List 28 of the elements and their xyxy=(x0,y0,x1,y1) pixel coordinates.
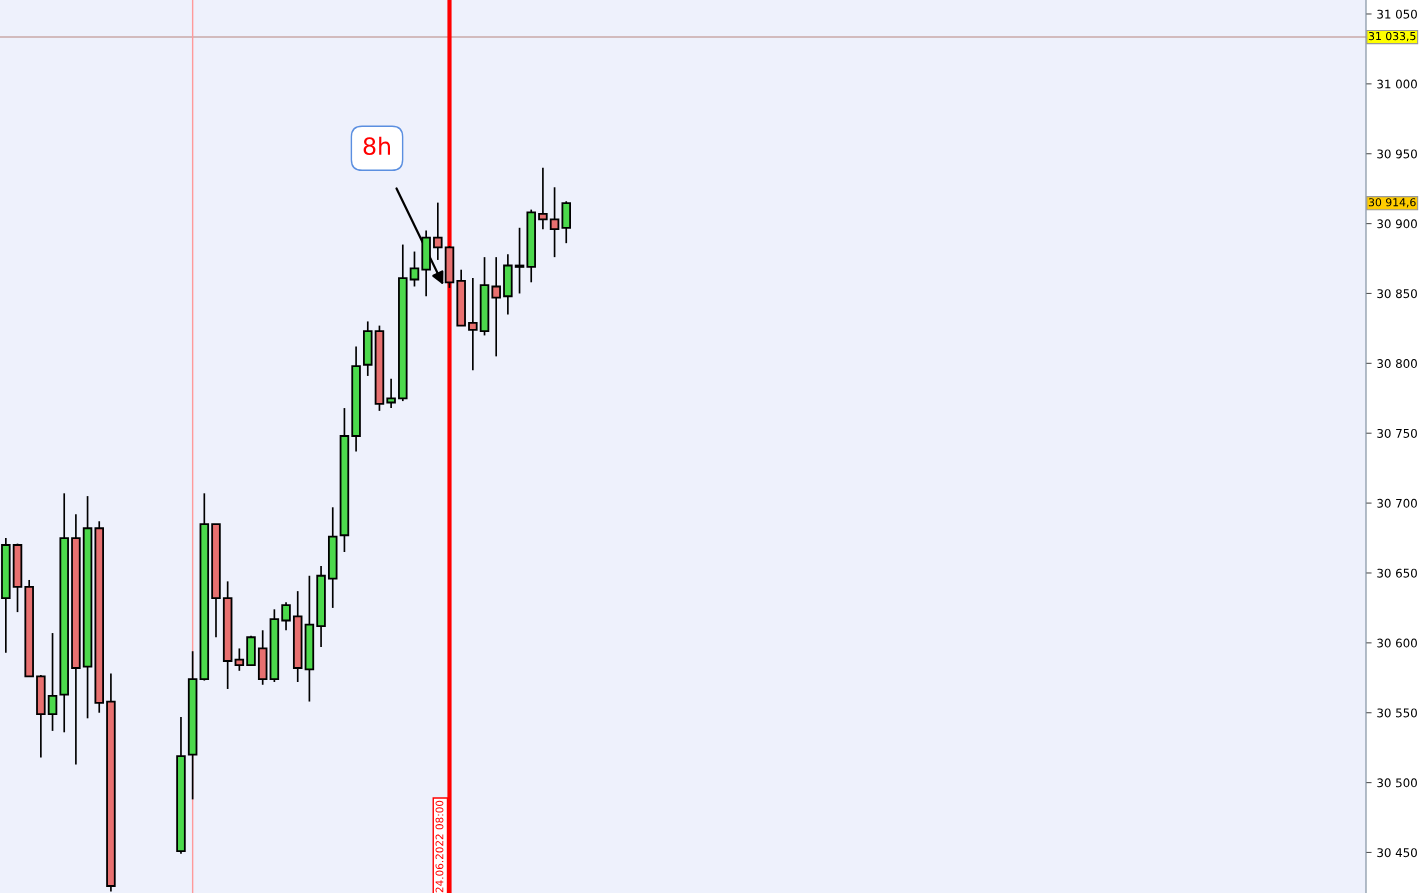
y-tick-label: 30 700 xyxy=(1377,498,1417,508)
y-tick-label: 30 950 xyxy=(1377,149,1417,159)
candlestick xyxy=(468,277,478,372)
candlestick xyxy=(386,377,396,409)
annotation: 8h xyxy=(363,136,391,156)
candlestick xyxy=(281,601,291,632)
y-tick-label: 31 050 xyxy=(1377,9,1417,19)
candlestick xyxy=(549,186,560,258)
candlestick xyxy=(47,632,58,732)
y-tick-label: 30 850 xyxy=(1377,289,1417,299)
y-tick-label: 30 650 xyxy=(1377,568,1417,578)
candlestick xyxy=(491,256,501,358)
annotation: 24.06.2022 08:00 xyxy=(435,800,444,893)
y-tick-label: 30 750 xyxy=(1377,428,1417,438)
candlestick xyxy=(409,250,420,288)
y-tick-label: 30 500 xyxy=(1377,778,1417,788)
y-tick-label: 30 900 xyxy=(1377,219,1417,229)
text: 30 914,6 xyxy=(1368,198,1416,208)
y-tick-label: 30 550 xyxy=(1377,708,1417,718)
candlestick xyxy=(514,226,525,295)
ref-line-label: 31 033,5 xyxy=(1368,31,1416,42)
y-tick-label: 30 600 xyxy=(1377,638,1417,648)
candlestick xyxy=(433,201,443,261)
candlestick xyxy=(538,166,548,231)
candlestick xyxy=(234,647,245,672)
y-tick-label: 30 450 xyxy=(1377,848,1417,858)
y-tick-label: 30 800 xyxy=(1377,359,1417,368)
y-tick-label: 31 000 xyxy=(1377,79,1417,89)
